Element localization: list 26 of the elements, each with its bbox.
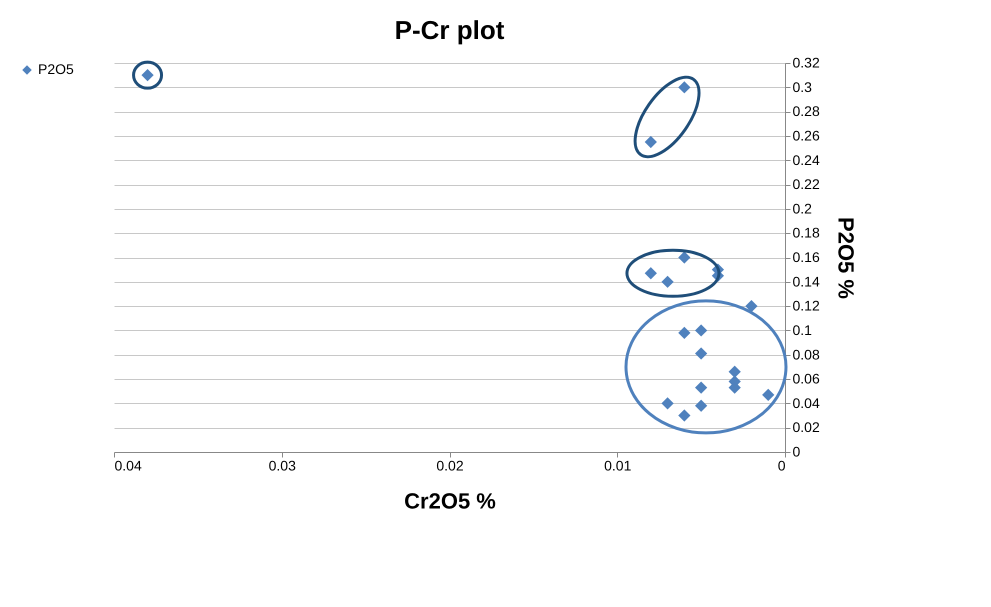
x-tick-label: 0: [778, 458, 786, 474]
y-tick-label: 0.02: [792, 419, 820, 436]
legend-label: P2O5: [38, 61, 74, 77]
x-tick-label: 0.01: [604, 458, 632, 474]
y-tick-label: 0.18: [792, 224, 820, 241]
y-tick-label: 0.06: [792, 370, 820, 387]
y-tick-label: 0.16: [792, 249, 820, 265]
y-tick-label: 0.28: [792, 103, 820, 120]
x-tick-label: 0.03: [268, 458, 296, 474]
y-tick-label: 0.3: [792, 78, 812, 95]
y-tick-label: 0.1: [792, 322, 812, 338]
y-tick-label: 0.24: [792, 152, 820, 168]
y-tick-label: 0: [792, 444, 800, 460]
x-tick-label: 0.04: [114, 458, 142, 474]
y-tick-label: 0.04: [792, 394, 820, 411]
y-tick-label: 0.26: [792, 127, 820, 144]
y-tick-label: 0.2: [792, 200, 812, 216]
y-tick-label: 0.32: [792, 54, 820, 70]
x-axis-title: Cr2O5 %: [404, 488, 496, 514]
y-tick-label: 0.22: [792, 176, 820, 192]
y-axis-title: P2O5 %: [834, 217, 859, 299]
x-tick-label: 0.02: [436, 458, 464, 474]
y-tick-label: 0.14: [792, 273, 820, 290]
y-tick-label: 0.12: [792, 298, 820, 314]
y-tick-label: 0.08: [792, 346, 820, 362]
chart-title: P-Cr plot: [394, 15, 505, 45]
